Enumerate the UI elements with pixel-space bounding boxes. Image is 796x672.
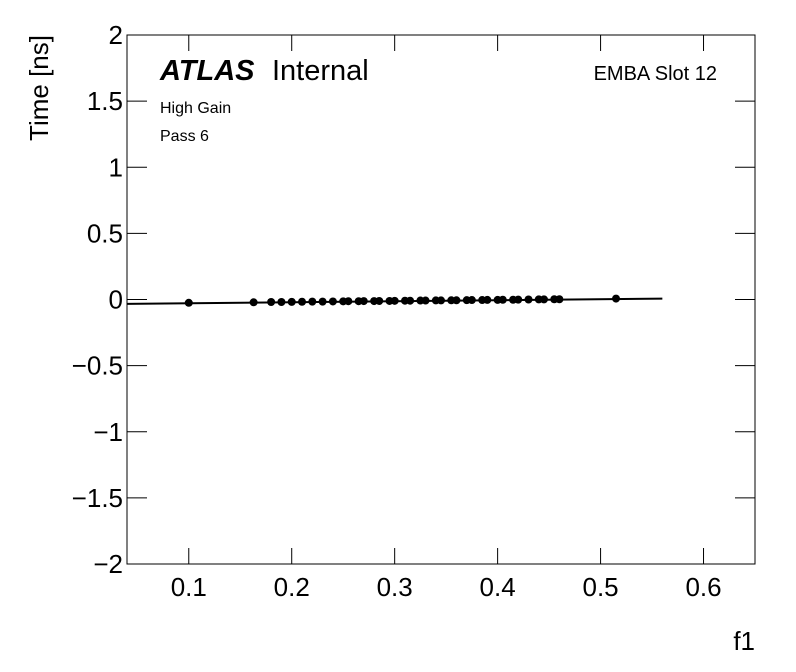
data-point [390, 296, 399, 305]
data-point [539, 295, 548, 304]
atlas-label: ATLAS [159, 55, 255, 87]
data-point [298, 297, 307, 306]
data-point [467, 296, 476, 305]
data-point [375, 296, 384, 305]
data-point [483, 295, 492, 304]
y-tick-label: −1 [93, 417, 123, 447]
data-point [406, 296, 415, 305]
data-point [277, 298, 286, 307]
annotation: High Gain [160, 100, 231, 117]
y-tick-label: −2 [93, 549, 123, 579]
data-point [612, 294, 621, 303]
data-point [421, 296, 430, 305]
atlas-status: Internal [272, 55, 369, 87]
data-point [514, 295, 523, 304]
data-point [308, 297, 317, 306]
y-tick-label: 0 [109, 285, 123, 315]
data-point [452, 296, 461, 305]
data-point [524, 295, 533, 304]
data-point [359, 297, 368, 306]
y-tick-label: 1.5 [87, 86, 123, 116]
y-axis-title: Time [ns] [24, 35, 54, 141]
y-tick-label: 2 [109, 20, 123, 50]
data-point [318, 297, 327, 306]
data-point [287, 297, 296, 306]
annotation: Pass 6 [160, 128, 209, 145]
annotation: EMBA Slot 12 [594, 63, 717, 85]
data-point [249, 298, 258, 307]
x-tick-label: 0.2 [274, 572, 310, 602]
x-tick-label: 0.1 [171, 572, 207, 602]
data-point [184, 298, 193, 307]
y-tick-label: 0.5 [87, 218, 123, 248]
x-tick-label: 0.6 [685, 572, 721, 602]
data-point [328, 297, 337, 306]
x-axis-title: f1 [733, 626, 755, 656]
x-tick-label: 0.4 [480, 572, 516, 602]
data-point [498, 295, 507, 304]
x-tick-label: 0.5 [582, 572, 618, 602]
y-tick-label: −0.5 [72, 351, 123, 381]
data-point [344, 297, 353, 306]
data-point [437, 296, 445, 305]
y-tick-label: 1 [109, 152, 123, 182]
y-tick-label: −1.5 [72, 483, 123, 513]
data-point [555, 295, 564, 304]
x-tick-label: 0.3 [377, 572, 413, 602]
data-point [267, 298, 276, 307]
